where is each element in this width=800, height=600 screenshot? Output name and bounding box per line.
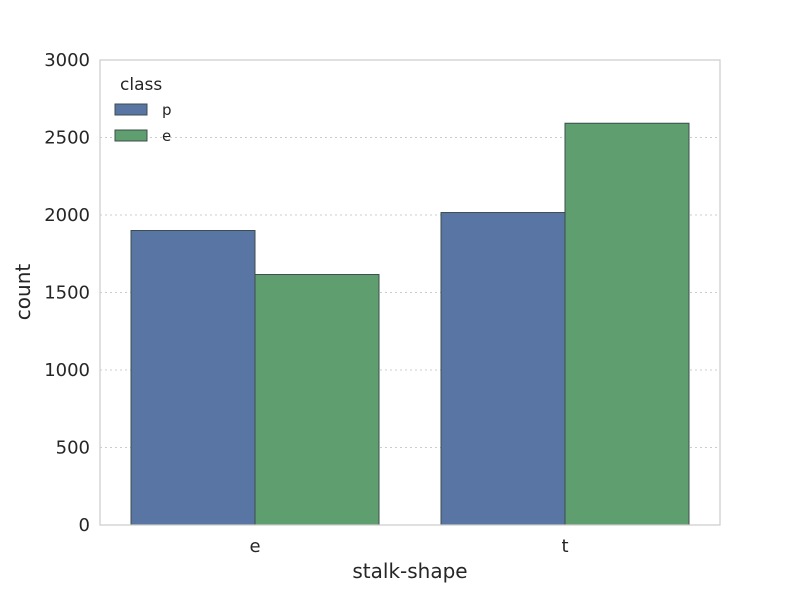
y-tick-labels: 0 500 1000 1500 2000 2500 3000	[44, 50, 90, 536]
y-tick-label: 0	[79, 515, 90, 536]
bars	[130, 122, 690, 526]
y-tick-label: 3000	[44, 50, 90, 71]
y-tick-label: 1500	[44, 283, 90, 304]
legend-title: class	[120, 75, 162, 95]
y-tick-label: 500	[56, 438, 90, 459]
y-tick-label: 1000	[44, 360, 90, 381]
bar-e-e	[254, 274, 380, 526]
legend-label: e	[162, 127, 171, 145]
plot-frame	[99, 59, 721, 526]
x-tick-label: t	[561, 536, 568, 557]
legend-label: p	[162, 101, 172, 119]
bar-e-p	[130, 230, 256, 526]
legend-swatch-p	[114, 103, 148, 116]
bar-t-p	[440, 212, 566, 526]
x-tick-label: e	[249, 536, 260, 557]
bar-t-e	[564, 122, 690, 526]
x-axis-label: stalk-shape	[352, 559, 467, 583]
y-axis-label: count	[11, 264, 35, 321]
y-tick-label: 2000	[44, 205, 90, 226]
legend-swatch-e	[114, 129, 148, 142]
legend: class pe	[114, 75, 172, 145]
y-tick-label: 2500	[44, 128, 90, 149]
